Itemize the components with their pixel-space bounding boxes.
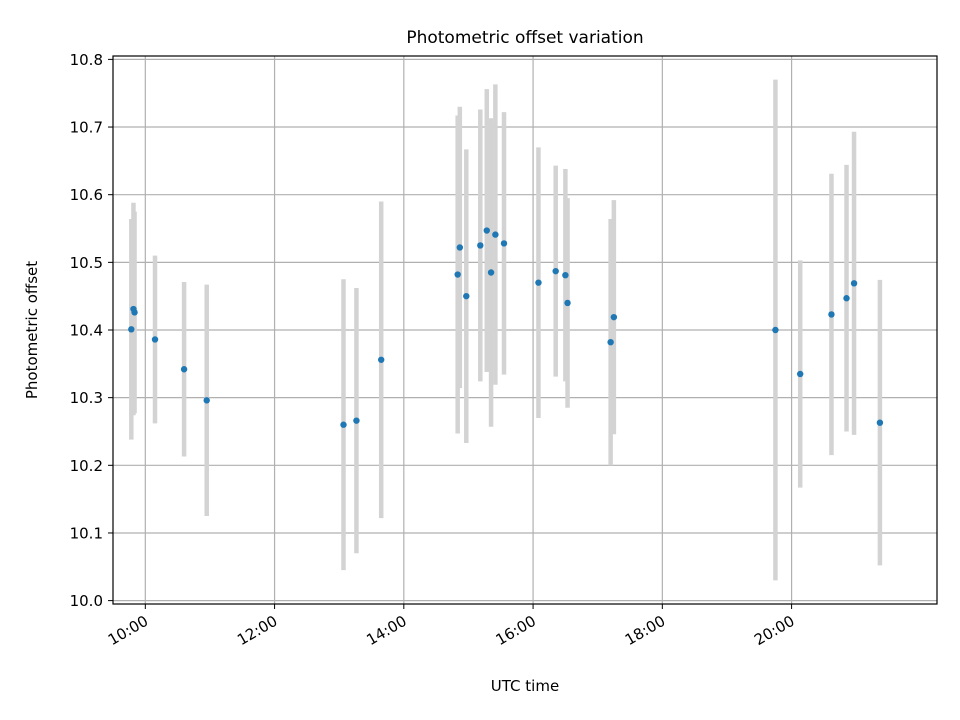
data-point (610, 313, 618, 321)
data-point (454, 271, 461, 278)
data-point (552, 267, 559, 275)
data-point (562, 272, 569, 279)
y-tick-label: 10.3 (70, 389, 103, 407)
data-point (564, 299, 571, 307)
data-point (353, 417, 360, 424)
data-point (128, 326, 135, 333)
y-tick-label: 10.7 (70, 119, 103, 137)
y-tick-label: 10.2 (70, 457, 103, 475)
data-point (483, 227, 490, 234)
x-axis-label: UTC time (491, 677, 559, 695)
chart-title: Photometric offset variation (406, 28, 643, 48)
y-tick-label: 10.0 (70, 592, 103, 610)
data-point (131, 309, 138, 316)
data-point (463, 292, 470, 300)
data-point (378, 356, 385, 363)
point-layer (128, 227, 884, 428)
data-point (203, 397, 210, 404)
data-point (151, 336, 159, 343)
grid-layer (113, 56, 937, 604)
y-tick-label: 10.4 (70, 322, 103, 340)
y-tick-label: 10.8 (70, 51, 103, 69)
data-point (456, 244, 464, 251)
data-point (180, 366, 188, 373)
data-point (607, 338, 614, 346)
data-point (797, 370, 804, 378)
data-point (850, 280, 858, 287)
data-point (772, 326, 779, 334)
data-point (828, 311, 835, 318)
y-tick-label: 10.5 (70, 254, 103, 272)
y-tick-label: 10.1 (70, 524, 103, 542)
y-axis-label: Photometric offset (23, 261, 41, 399)
data-point (535, 279, 542, 286)
data-point (340, 421, 347, 428)
data-point (487, 269, 495, 276)
data-point (876, 419, 884, 426)
data-point (843, 295, 850, 302)
y-tick-label: 10.6 (70, 186, 103, 204)
data-point (477, 242, 484, 249)
data-point (492, 231, 499, 238)
data-point (500, 240, 508, 247)
